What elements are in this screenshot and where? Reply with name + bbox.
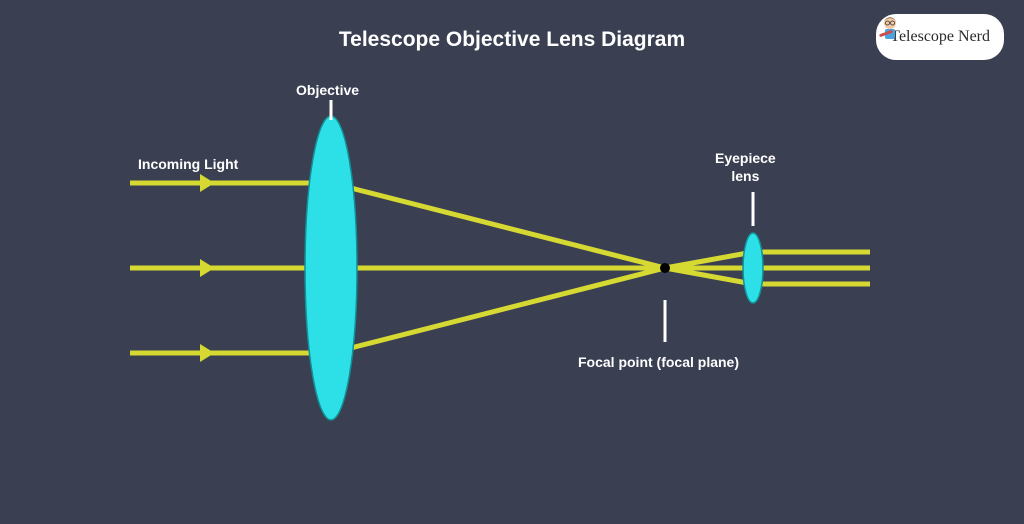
diagram-title: Telescope Objective Lens Diagram bbox=[0, 28, 1024, 52]
diagram-svg bbox=[0, 0, 1024, 524]
logo-badge: Telescope Nerd bbox=[876, 14, 1004, 60]
objective-lens bbox=[305, 116, 357, 420]
ray-converging bbox=[331, 183, 665, 268]
label-objective: Objective bbox=[296, 82, 359, 98]
label-incoming-light: Incoming Light bbox=[138, 156, 238, 172]
focal-point-dot bbox=[660, 263, 670, 273]
logo-text: Telescope Nerd bbox=[890, 28, 990, 46]
diagram-canvas: Telescope Objective Lens Diagram Objecti… bbox=[0, 0, 1024, 524]
arrowhead-icon bbox=[200, 344, 214, 362]
arrowhead-icon bbox=[200, 174, 214, 192]
ray-converging bbox=[331, 268, 665, 353]
label-focal-point: Focal point (focal plane) bbox=[578, 354, 739, 370]
eyepiece-lens bbox=[743, 233, 763, 303]
arrowhead-icon bbox=[200, 259, 214, 277]
logo-nerd-icon bbox=[876, 14, 904, 44]
label-eyepiece-lens: Eyepiecelens bbox=[715, 150, 776, 185]
